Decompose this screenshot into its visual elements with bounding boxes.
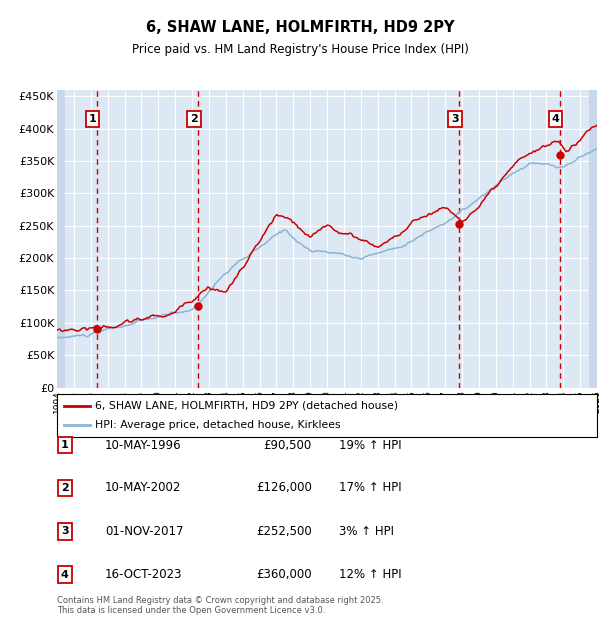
- Text: 19% ↑ HPI: 19% ↑ HPI: [339, 439, 401, 451]
- Text: Price paid vs. HM Land Registry's House Price Index (HPI): Price paid vs. HM Land Registry's House …: [131, 43, 469, 56]
- Text: 17% ↑ HPI: 17% ↑ HPI: [339, 482, 401, 494]
- Text: 2: 2: [190, 114, 198, 124]
- Text: HPI: Average price, detached house, Kirklees: HPI: Average price, detached house, Kirk…: [95, 420, 340, 430]
- Text: 2: 2: [61, 483, 68, 493]
- Text: 10-MAY-2002: 10-MAY-2002: [105, 482, 181, 494]
- Text: 1: 1: [61, 440, 68, 450]
- Text: 3% ↑ HPI: 3% ↑ HPI: [339, 525, 394, 538]
- Text: £90,500: £90,500: [264, 439, 312, 451]
- Text: 4: 4: [551, 114, 559, 124]
- Bar: [57, 90, 65, 387]
- Text: 4: 4: [61, 570, 69, 580]
- Text: 10-MAY-1996: 10-MAY-1996: [105, 439, 182, 451]
- Text: 12% ↑ HPI: 12% ↑ HPI: [339, 569, 401, 581]
- Text: 01-NOV-2017: 01-NOV-2017: [105, 525, 184, 538]
- Text: Contains HM Land Registry data © Crown copyright and database right 2025.
This d: Contains HM Land Registry data © Crown c…: [57, 596, 383, 615]
- Text: 3: 3: [451, 114, 459, 124]
- Text: 6, SHAW LANE, HOLMFIRTH, HD9 2PY (detached house): 6, SHAW LANE, HOLMFIRTH, HD9 2PY (detach…: [95, 401, 398, 411]
- Text: £126,000: £126,000: [256, 482, 312, 494]
- Text: 16-OCT-2023: 16-OCT-2023: [105, 569, 182, 581]
- Text: 3: 3: [61, 526, 68, 536]
- Text: £360,000: £360,000: [256, 569, 312, 581]
- Text: 6, SHAW LANE, HOLMFIRTH, HD9 2PY: 6, SHAW LANE, HOLMFIRTH, HD9 2PY: [146, 20, 454, 35]
- Text: 1: 1: [89, 114, 97, 124]
- Text: £252,500: £252,500: [256, 525, 312, 538]
- Bar: [589, 90, 597, 387]
